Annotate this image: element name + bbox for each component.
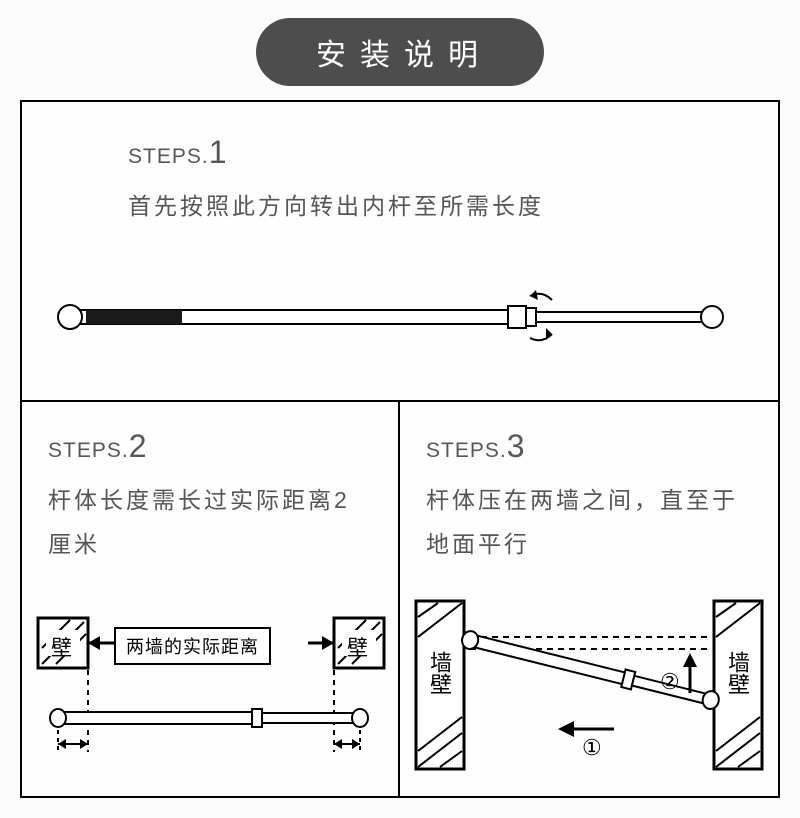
instruction-grid: STEPS.1 首先按照此方向转出内杆至所需长度	[20, 100, 780, 798]
panel-step-2: STEPS.2 杆体长度需长过实际距离2厘米	[22, 402, 400, 796]
step2-num: 2	[129, 428, 147, 464]
step3-wall-left-label: 墙壁	[428, 651, 450, 695]
step3-num1: ①	[582, 735, 602, 761]
step2-desc: 杆体长度需长过实际距离2厘米	[48, 479, 372, 566]
step3-word: STEPS.	[426, 439, 507, 462]
step3-desc: 杆体压在两墙之间，直至于地面平行	[426, 479, 752, 566]
step1-word: STEPS.	[128, 145, 209, 168]
step3-num2: ②	[660, 669, 680, 695]
step2-word: STEPS.	[48, 439, 129, 462]
step2-illustration: 壁 壁 两墙的实际距离	[36, 612, 386, 772]
panel-step-1: STEPS.1 首先按照此方向转出内杆至所需长度	[22, 102, 778, 402]
step1-header: STEPS.1	[128, 134, 738, 171]
step3-illustration: 墙壁 墙壁 ② ①	[414, 597, 764, 777]
step2-wall-left-label: 壁	[51, 632, 72, 662]
step3-wall-right-label: 墙壁	[726, 651, 748, 695]
step2-header: STEPS.2	[48, 428, 372, 465]
step3-header: STEPS.3	[426, 428, 752, 465]
step1-illustration	[52, 282, 742, 352]
step1-num: 1	[209, 134, 227, 170]
step1-desc: 首先按照此方向转出内杆至所需长度	[128, 185, 738, 229]
panel-step-3: STEPS.3 杆体压在两墙之间，直至于地面平行	[400, 402, 778, 796]
title-pill: 安装说明	[256, 18, 544, 86]
step2-wall-right-label: 壁	[347, 632, 368, 662]
step3-num: 3	[507, 428, 525, 464]
step2-distance-label: 两墙的实际距离	[114, 627, 271, 665]
